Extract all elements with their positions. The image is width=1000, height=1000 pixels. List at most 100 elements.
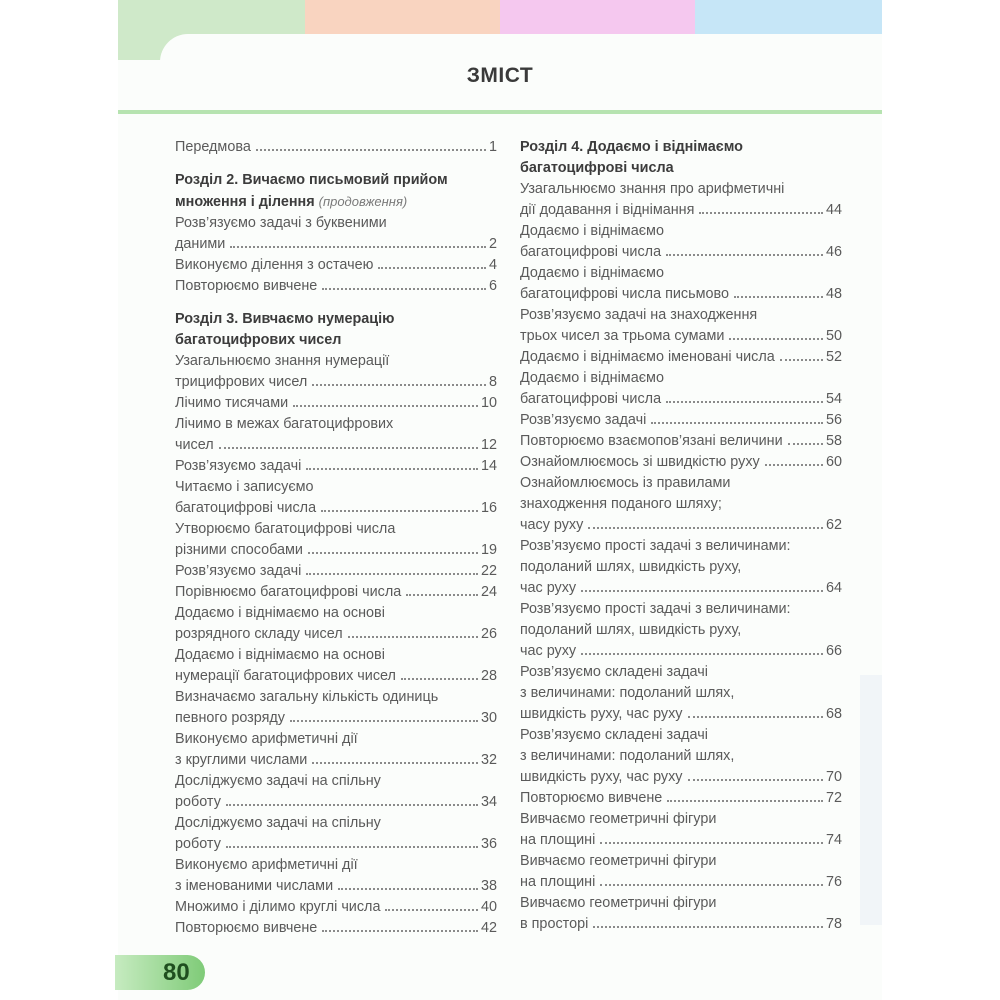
toc-page-number[interactable]: 24 (480, 584, 497, 600)
toc-entry[interactable]: Розв’язуємо задачі 56 (520, 410, 842, 431)
toc-page-number[interactable]: 19 (480, 542, 497, 558)
section-heading-line: Розділ 2. Вичаємо письмовий прийом (175, 172, 448, 188)
toc-entry-line: Розв’язуємо прості задачі з величинами: (520, 601, 791, 617)
section-heading-line: багатоцифрових чисел (175, 332, 342, 348)
toc-entry-last-line: різними способами 19 (175, 540, 497, 561)
toc-entry[interactable]: Розв’язуємо складені задачі з величинами:… (520, 662, 842, 725)
toc-entry[interactable]: Вивчаємо геометричні фігури на площині 76 (520, 851, 842, 893)
toc-entry[interactable]: Повторюємо вивчене 42 (175, 918, 497, 939)
toc-entry[interactable]: Розв’язуємо прості задачі з величинами: п… (520, 599, 842, 662)
toc-entry-text: Повторюємо вивчене (175, 278, 318, 294)
toc-entry[interactable]: Ознайомлюємось із правилами знаходження п… (520, 473, 842, 536)
toc-entry-text: нумерації багатоцифрових чисел (175, 668, 396, 684)
toc-entry[interactable]: Досліджуємо задачі на спільну роботу 36 (175, 813, 497, 855)
toc-entry[interactable]: Розв’язуємо задачі 14 (175, 456, 497, 477)
toc-entry-last-line: Повторюємо взаємопов’язані величини 58 (520, 431, 842, 452)
section-heading-line: Розділ 4. Додаємо і віднімаємо (520, 139, 743, 155)
toc-entry[interactable]: Утворюємо багатоцифрові числа різними спо… (175, 519, 497, 561)
toc-page-number[interactable]: 6 (488, 278, 497, 294)
toc-entry[interactable]: Передмова 1 (175, 137, 497, 158)
toc-entry-last-line: роботу 34 (175, 792, 497, 813)
toc-entry[interactable]: Читаємо і записуємо багатоцифрові числа 16 (175, 477, 497, 519)
toc-entry[interactable]: Розв’язуємо задачі 22 (175, 561, 497, 582)
toc-entry-line: Вивчаємо геометричні фігури (520, 811, 717, 827)
toc-page-number[interactable]: 40 (480, 899, 497, 915)
toc-page-number[interactable]: 28 (480, 668, 497, 684)
toc-entry-last-line: Лічимо тисячами 10 (175, 393, 497, 414)
toc-entry[interactable]: Повторюємо взаємопов’язані величини 58 (520, 431, 842, 452)
toc-entry[interactable]: Множимо і ділимо круглі числа 40 (175, 897, 497, 918)
toc-page-number[interactable]: 48 (825, 286, 842, 302)
toc-page-number[interactable]: 44 (825, 202, 842, 218)
toc-page-number[interactable]: 34 (480, 794, 497, 810)
toc-entry[interactable]: Розв’язуємо прості задачі з величинами: п… (520, 536, 842, 599)
toc-page-number[interactable]: 58 (825, 433, 842, 449)
toc-entry[interactable]: Узагальнюємо знання нумерації трицифрових… (175, 351, 497, 393)
toc-entry[interactable]: Вивчаємо геометричні фігури на площині 74 (520, 809, 842, 851)
toc-page-number[interactable]: 1 (488, 139, 497, 155)
toc-page-number[interactable]: 42 (480, 920, 497, 936)
toc-page-number[interactable]: 78 (825, 916, 842, 932)
toc-entry[interactable]: Розв’язуємо задачі на знаходження трьох ч… (520, 305, 842, 347)
toc-entry-last-line: час руху 64 (520, 578, 842, 599)
toc-entry-last-line: багатоцифрові числа письмово 48 (520, 284, 842, 305)
toc-entry[interactable]: Повторюємо вивчене 72 (520, 788, 842, 809)
toc-page-number[interactable]: 32 (480, 752, 497, 768)
toc-entry-last-line: Розв’язуємо задачі 22 (175, 561, 497, 582)
toc-page-number[interactable]: 60 (825, 454, 842, 470)
toc-page-number[interactable]: 14 (480, 458, 497, 474)
toc-page-number[interactable]: 66 (825, 643, 842, 659)
dot-leader (588, 527, 823, 529)
toc-page-number[interactable]: 70 (825, 769, 842, 785)
toc-entry[interactable]: Додаємо і віднімаємо багатоцифрові числа 5… (520, 368, 842, 410)
toc-entry[interactable]: Додаємо і віднімаємо багатоцифрові числа 4… (520, 221, 842, 263)
toc-entry[interactable]: Додаємо і віднімаємо багатоцифрові числа … (520, 263, 842, 305)
toc-entry[interactable]: Додаємо і віднімаємо іменовані числа 52 (520, 347, 842, 368)
toc-page-number[interactable]: 10 (480, 395, 497, 411)
toc-page-number[interactable]: 68 (825, 706, 842, 722)
toc-page-number[interactable]: 62 (825, 517, 842, 533)
toc-entry[interactable]: Визначаємо загальну кількість одиниць пев… (175, 687, 497, 729)
toc-entry[interactable]: Додаємо і віднімаємо на основі розрядного… (175, 603, 497, 645)
toc-page-number[interactable]: 12 (480, 437, 497, 453)
toc-page-number[interactable]: 36 (480, 836, 497, 852)
toc-entry-line: Виконуємо арифметичні дії (175, 731, 358, 747)
toc-page-number[interactable]: 76 (825, 874, 842, 890)
toc-page-number[interactable]: 46 (825, 244, 842, 260)
toc-page-number[interactable]: 52 (825, 349, 842, 365)
toc-entry[interactable]: Лічимо в межах багатоцифрових чисел 12 (175, 414, 497, 456)
toc-entry[interactable]: Розв’язуємо задачі з буквеними даними 2 (175, 213, 497, 255)
toc-page-number[interactable]: 16 (480, 500, 497, 516)
section-heading-line: багатоцифрові числа (520, 160, 674, 176)
dot-leader (322, 288, 486, 290)
toc-entry[interactable]: Додаємо і віднімаємо на основі нумерації … (175, 645, 497, 687)
toc-entry[interactable]: Досліджуємо задачі на спільну роботу 34 (175, 771, 497, 813)
toc-entry[interactable]: Виконуємо ділення з остачею 4 (175, 255, 497, 276)
toc-page-number[interactable]: 72 (825, 790, 842, 806)
toc-entry[interactable]: Порівнюємо багатоцифрові числа 24 (175, 582, 497, 603)
toc-page-number[interactable]: 2 (488, 236, 497, 252)
toc-entry[interactable]: Виконуємо арифметичні дії з іменованими ч… (175, 855, 497, 897)
dot-leader (593, 926, 823, 928)
toc-page-number[interactable]: 38 (480, 878, 497, 894)
toc-page-number[interactable]: 74 (825, 832, 842, 848)
toc-page-number[interactable]: 54 (825, 391, 842, 407)
toc-entry[interactable]: Узагальнюємо знання про арифметичні дії д… (520, 179, 842, 221)
toc-entry[interactable]: Лічимо тисячами 10 (175, 393, 497, 414)
toc-entry[interactable]: Виконуємо арифметичні дії з круглими числ… (175, 729, 497, 771)
toc-page-number[interactable]: 30 (480, 710, 497, 726)
toc-entry[interactable]: Ознайомлюємось зі швидкістю руху 60 (520, 452, 842, 473)
toc-entry[interactable]: Повторюємо вивчене 6 (175, 276, 497, 297)
toc-page-number[interactable]: 64 (825, 580, 842, 596)
toc-page-number[interactable]: 4 (488, 257, 497, 273)
toc-page-number[interactable]: 26 (480, 626, 497, 642)
dot-leader (406, 594, 478, 596)
toc-entry-last-line: з іменованими числами 38 (175, 876, 497, 897)
toc-entry[interactable]: Розв’язуємо складені задачі з величинами:… (520, 725, 842, 788)
toc-entry-last-line: Розв’язуємо задачі 14 (175, 456, 497, 477)
toc-entry[interactable]: Вивчаємо геометричні фігури в просторі 78 (520, 893, 842, 935)
toc-page-number[interactable]: 56 (825, 412, 842, 428)
toc-page-number[interactable]: 22 (480, 563, 497, 579)
toc-page-number[interactable]: 8 (488, 374, 497, 390)
toc-page-number[interactable]: 50 (825, 328, 842, 344)
